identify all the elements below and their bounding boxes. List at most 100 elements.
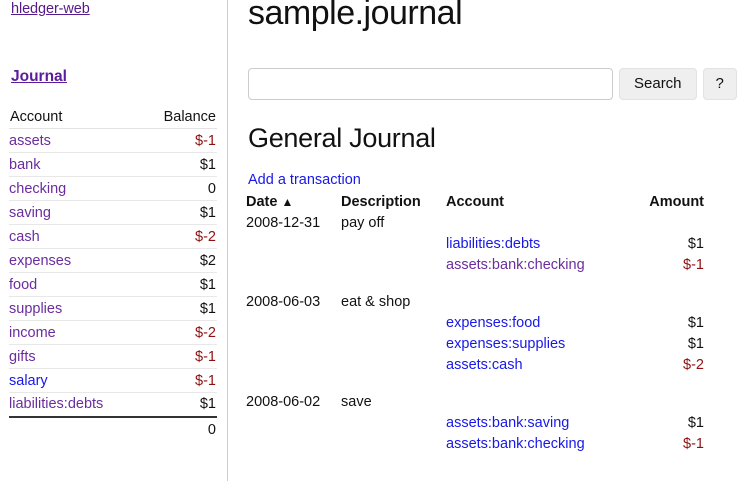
sort-ascending-caret-icon[interactable]: ▲ <box>281 195 294 209</box>
account-link[interactable]: supplies <box>9 300 63 317</box>
account-link[interactable]: gifts <box>9 348 36 365</box>
column-header-account[interactable]: Account <box>446 194 504 210</box>
transaction-spacer <box>246 377 724 393</box>
posting-date-blank <box>246 256 341 277</box>
transactions-table-head: Date ▲ Description Account Amount <box>246 194 724 214</box>
posting-desc-blank <box>341 414 446 435</box>
help-button[interactable]: ? <box>702 68 737 100</box>
posting-account-cell: assets:bank:saving <box>446 414 631 435</box>
account-cell: assets <box>9 128 141 153</box>
transaction-description: save <box>341 394 372 410</box>
account-link[interactable]: checking <box>9 180 67 197</box>
transaction-date: 2008-12-31 <box>246 215 321 231</box>
posting-amount: $1 <box>687 336 704 352</box>
posting-account-link[interactable]: expenses:supplies <box>446 336 566 352</box>
transaction-date: 2008-06-03 <box>246 294 321 310</box>
account-cell: food <box>9 272 141 297</box>
transaction-row: 2008-06-02 save <box>246 393 724 414</box>
account-link[interactable]: food <box>9 276 38 293</box>
posting-desc-blank <box>341 314 446 335</box>
accounts-header-row: Account Balance <box>9 108 217 129</box>
account-balance: $1 <box>140 272 217 297</box>
add-transaction-link[interactable]: Add a transaction <box>248 172 361 188</box>
main-content: sample.journal Search ? General Journal … <box>228 0 742 481</box>
account-row: saving $1 <box>9 200 217 225</box>
account-row: food $1 <box>9 272 217 297</box>
column-header-date[interactable]: Date ▲ <box>246 194 341 214</box>
posting-account-link[interactable]: assets:bank:checking <box>446 436 585 452</box>
account-cell: checking <box>9 176 141 201</box>
account-link[interactable]: cash <box>9 228 40 245</box>
posting-row: assets:bank:saving $1 <box>246 414 724 435</box>
account-balance: $1 <box>140 296 217 321</box>
posting-account-cell: expenses:food <box>446 314 631 335</box>
account-row: salary $-1 <box>9 368 217 393</box>
app-brand-link[interactable]: hledger-web <box>11 1 90 17</box>
account-balance: $1 <box>140 200 217 225</box>
search-bar: Search ? <box>248 68 737 100</box>
account-balance: $-2 <box>140 320 217 345</box>
search-input[interactable] <box>248 68 613 100</box>
transactions-header-row: Date ▲ Description Account Amount <box>246 194 724 214</box>
posting-account-link[interactable]: expenses:food <box>446 315 541 331</box>
account-row: supplies $1 <box>9 296 217 321</box>
transactions-table-body: 2008-12-31 pay off liabilities:debts $1 asse… <box>246 214 724 456</box>
posting-date-blank <box>246 235 341 256</box>
account-link[interactable]: saving <box>9 204 51 221</box>
posting-amount: $1 <box>687 236 704 252</box>
account-balance: $-1 <box>140 128 217 153</box>
sidebar-item-journal[interactable]: Journal <box>11 68 67 85</box>
account-link[interactable]: liabilities:debts <box>9 396 104 413</box>
posting-account-link[interactable]: assets:bank:saving <box>446 415 570 431</box>
column-header-amount[interactable]: Amount <box>649 194 704 210</box>
posting-date-blank <box>246 314 341 335</box>
posting-account-cell: liabilities:debts <box>446 235 631 256</box>
posting-amount: $-1 <box>683 436 704 452</box>
account-row: assets $-1 <box>9 128 217 153</box>
column-header-description[interactable]: Description <box>341 194 421 210</box>
posting-account-link[interactable]: assets:bank:checking <box>446 257 585 273</box>
transaction-amount-blank <box>631 393 724 414</box>
posting-amount: $1 <box>687 315 704 331</box>
posting-desc-blank <box>341 435 446 456</box>
spacer-cell <box>246 377 724 393</box>
posting-row: assets:cash $-2 <box>246 356 724 377</box>
posting-desc-blank <box>341 356 446 377</box>
posting-row: assets:bank:checking $-1 <box>246 256 724 277</box>
account-link[interactable]: income <box>9 324 56 341</box>
transaction-amount-blank <box>631 214 724 235</box>
posting-account-link[interactable]: assets:cash <box>446 357 523 373</box>
posting-date-blank <box>246 335 341 356</box>
posting-amount: $-2 <box>683 357 704 373</box>
posting-date-blank <box>246 356 341 377</box>
posting-account-link[interactable]: liabilities:debts <box>446 236 541 252</box>
account-cell: bank <box>9 152 141 177</box>
transaction-date: 2008-06-02 <box>246 394 321 410</box>
account-link[interactable]: assets <box>9 132 51 149</box>
column-header-balance[interactable]: Balance <box>140 108 217 129</box>
posting-row: liabilities:debts $1 <box>246 235 724 256</box>
posting-desc-blank <box>341 256 446 277</box>
posting-desc-blank <box>341 235 446 256</box>
column-header-account[interactable]: Account <box>9 108 141 129</box>
account-balance: $2 <box>140 248 217 273</box>
account-balance: $-2 <box>140 224 217 249</box>
search-button[interactable]: Search <box>619 68 697 100</box>
account-cell: income <box>9 320 141 345</box>
sidebar: hledger-web Journal Account Balance asse… <box>0 0 228 481</box>
account-link[interactable]: expenses <box>9 252 72 269</box>
posting-row: expenses:supplies $1 <box>246 335 724 356</box>
transaction-description: eat & shop <box>341 294 411 310</box>
accounts-total-balance: 0 <box>140 415 217 443</box>
account-link[interactable]: bank <box>9 156 41 173</box>
account-balance: 0 <box>140 176 217 201</box>
account-row: bank $1 <box>9 152 217 177</box>
account-link[interactable]: salary <box>9 372 48 389</box>
account-row: expenses $2 <box>9 248 217 273</box>
posting-desc-blank <box>341 335 446 356</box>
account-row: income $-2 <box>9 320 217 345</box>
account-balance: $-1 <box>140 344 217 369</box>
transaction-spacer <box>246 277 724 293</box>
account-row: liabilities:debts $1 <box>9 392 217 417</box>
